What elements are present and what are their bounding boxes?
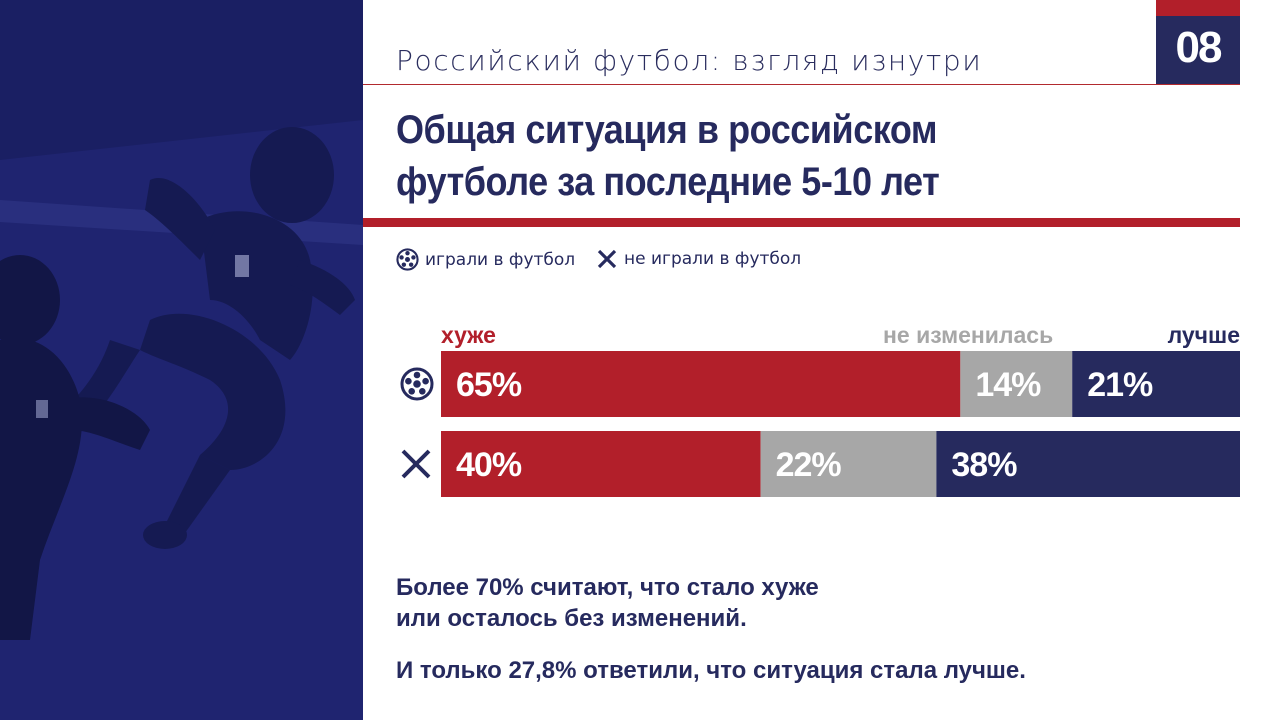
data-label-1-2: 14%: [975, 366, 1041, 404]
bar-segment-1-2: [960, 351, 1073, 417]
bar-segment-2-1: [441, 431, 761, 497]
slide-title-line-1: Общая ситуация в российском: [396, 108, 938, 152]
page-number-badge: 08: [1156, 16, 1240, 84]
bar-segment-2-2: [760, 431, 937, 497]
series-header-unchanged: не изменилась: [883, 322, 1054, 348]
data-label-1-1: 65%: [456, 366, 522, 404]
bar-segment-2-3: [936, 431, 1240, 497]
legend-item-not-played: не играли в футбол: [596, 248, 801, 270]
data-label-1-3: 21%: [1087, 366, 1153, 404]
legend-label-played: играли в футбол: [425, 249, 576, 270]
insight-line-1: Более 70% считают, что стало хуже: [396, 574, 819, 601]
hero-photo: [0, 0, 363, 720]
insight-line-2: или осталось без изменений.: [396, 605, 747, 632]
football-player-photo: [0, 0, 363, 720]
soccer-ball-icon: [396, 248, 419, 271]
cross-icon: [401, 449, 431, 479]
legend-label-not-played: не играли в футбол: [624, 249, 802, 269]
presentation-subtitle: Российский футбол: взгляд изнутри: [396, 44, 983, 77]
slide-title: Общая ситуация в российском футболе за п…: [396, 104, 1080, 208]
data-label-2-2: 22%: [776, 446, 842, 484]
bar-segment-1-3: [1072, 351, 1240, 417]
title-divider: [363, 218, 1240, 227]
cross-icon: [596, 248, 618, 270]
page-badge-accent: [1156, 0, 1240, 16]
data-label-2-1: 40%: [456, 446, 522, 484]
slide-title-line-2: футболе за последние 5-10 лет: [396, 160, 940, 204]
insight-paragraph-1: Более 70% считают, что стало хуже или ос…: [396, 572, 1036, 634]
header-divider: [363, 84, 1240, 85]
insight-paragraph-2: И только 27,8% ответили, что ситуация ст…: [396, 657, 1026, 684]
legend-item-played: играли в футбол: [396, 248, 575, 271]
series-header-better: лучше: [1167, 322, 1240, 348]
bar-segment-1-1: [441, 351, 961, 417]
data-label-2-3: 38%: [951, 446, 1017, 484]
series-header-worse: хуже: [441, 322, 496, 348]
soccer-ball-icon: [400, 367, 434, 401]
